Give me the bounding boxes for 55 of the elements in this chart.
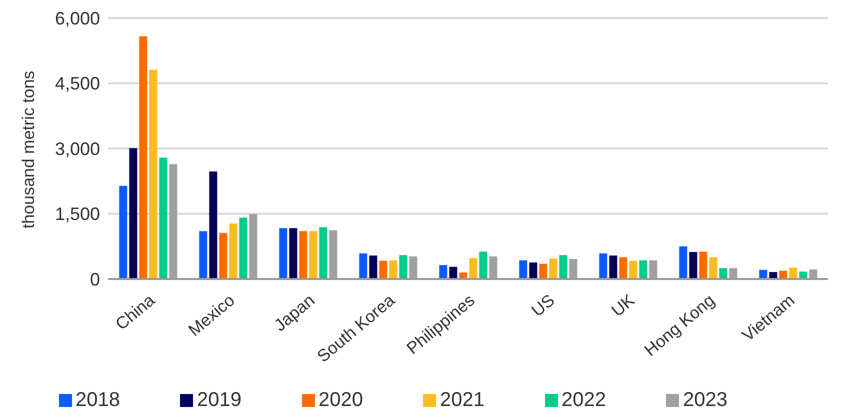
bar bbox=[699, 252, 708, 279]
bar bbox=[599, 253, 608, 279]
x-tick-label: US bbox=[528, 290, 558, 320]
bar bbox=[229, 223, 238, 279]
y-axis-title: thousand metric tons bbox=[19, 70, 38, 228]
bar bbox=[519, 260, 528, 279]
bar bbox=[279, 228, 288, 279]
x-tick-label: UK bbox=[608, 290, 639, 320]
bar bbox=[319, 227, 328, 279]
bar bbox=[159, 158, 168, 279]
bar bbox=[149, 70, 158, 279]
bar bbox=[479, 252, 488, 279]
bar bbox=[239, 218, 248, 279]
y-tick-label: 0 bbox=[90, 269, 100, 290]
bar bbox=[369, 256, 378, 279]
legend-label: 2020 bbox=[318, 389, 363, 411]
bar bbox=[209, 172, 218, 279]
legend-label: 2022 bbox=[562, 389, 606, 411]
bar bbox=[639, 260, 648, 279]
legend-label: 2018 bbox=[76, 389, 120, 411]
bar bbox=[309, 231, 318, 279]
y-tick-label: 6,000 bbox=[54, 8, 100, 28]
bar bbox=[719, 268, 728, 279]
bar bbox=[359, 253, 368, 279]
y-tick-label: 1,500 bbox=[54, 204, 100, 224]
bar bbox=[779, 270, 788, 279]
bar bbox=[619, 257, 628, 279]
y-tick-label: 3,000 bbox=[54, 138, 100, 159]
bar bbox=[199, 231, 208, 279]
bar bbox=[399, 255, 408, 279]
y-tick-label: 4,500 bbox=[54, 74, 100, 94]
bar bbox=[689, 252, 698, 279]
bar bbox=[789, 268, 798, 279]
bar bbox=[539, 264, 548, 279]
bar bbox=[529, 262, 538, 279]
legend-label: 2023 bbox=[683, 389, 728, 411]
bar bbox=[709, 257, 718, 279]
bar bbox=[129, 148, 138, 279]
bar bbox=[219, 232, 228, 279]
legend-label: 2019 bbox=[197, 389, 242, 411]
bar bbox=[289, 228, 298, 279]
bar bbox=[469, 258, 478, 279]
bar bbox=[629, 260, 638, 279]
bar bbox=[609, 256, 618, 279]
bar bbox=[549, 258, 558, 279]
legend-label: 2021 bbox=[440, 389, 484, 411]
bar bbox=[389, 260, 398, 279]
bar bbox=[139, 36, 148, 279]
bar bbox=[299, 231, 308, 279]
bar bbox=[379, 260, 388, 279]
bar bbox=[119, 186, 128, 279]
bar bbox=[449, 266, 458, 279]
bar bbox=[679, 246, 688, 279]
bar bbox=[559, 255, 568, 279]
bar bbox=[439, 265, 448, 279]
